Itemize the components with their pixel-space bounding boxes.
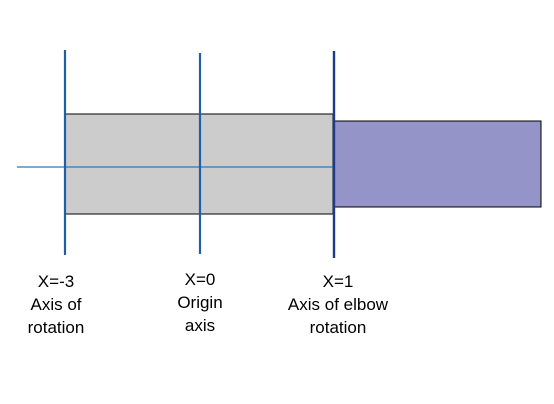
label-x-0-line2: Origin bbox=[160, 291, 240, 314]
label-x-neg3-line2: Axis of bbox=[16, 293, 96, 316]
label-x-0: X=0 Origin axis bbox=[160, 268, 240, 337]
label-x-neg3: X=-3 Axis of rotation bbox=[16, 270, 96, 339]
label-x-1-line1: X=1 bbox=[270, 270, 406, 293]
label-x-1-line2: Axis of elbow bbox=[270, 293, 406, 316]
label-x-0-line1: X=0 bbox=[160, 268, 240, 291]
label-x-neg3-line1: X=-3 bbox=[16, 270, 96, 293]
label-x-0-line3: axis bbox=[160, 314, 240, 337]
label-x-neg3-line3: rotation bbox=[16, 316, 96, 339]
label-x-1-line3: rotation bbox=[270, 316, 406, 339]
label-x-1: X=1 Axis of elbow rotation bbox=[270, 270, 406, 339]
blue-block bbox=[334, 121, 541, 207]
